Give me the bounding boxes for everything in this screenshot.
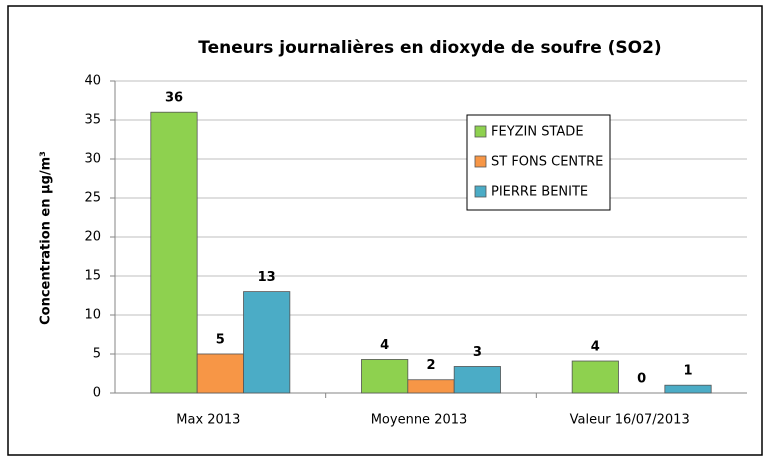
bar — [243, 291, 291, 394]
y-tick-label: 5 — [93, 347, 101, 362]
chart-title: Teneurs journalières en dioxyde de soufr… — [198, 38, 661, 58]
legend-box — [466, 114, 611, 211]
value-label: 36 — [165, 91, 183, 106]
legend-label: PIERRE BENITE — [491, 185, 588, 200]
legend-swatch — [474, 155, 487, 168]
value-label: 3 — [473, 345, 482, 360]
y-tick-label: 30 — [84, 152, 101, 167]
y-tick-label: 20 — [84, 230, 101, 245]
bar — [571, 360, 619, 394]
y-axis-label: Concentration en µg/m³ — [39, 151, 54, 325]
value-label: 4 — [380, 338, 389, 353]
value-label: 13 — [258, 270, 276, 285]
bar — [407, 379, 455, 394]
bar — [150, 111, 198, 394]
y-tick-label: 40 — [84, 74, 101, 89]
value-label: 2 — [426, 358, 435, 373]
x-tick-label: Moyenne 2013 — [371, 413, 468, 428]
x-tick-label: Max 2013 — [176, 413, 240, 428]
y-tick-label: 35 — [84, 113, 101, 128]
value-label: 1 — [683, 364, 692, 379]
bar — [361, 359, 409, 394]
x-tick-label: Valeur 16/07/2013 — [570, 413, 690, 428]
y-tick-label: 0 — [93, 386, 101, 401]
value-label: 0 — [637, 372, 646, 387]
legend-label: ST FONS CENTRE — [491, 155, 603, 170]
value-label: 5 — [216, 333, 225, 348]
y-tick-label: 15 — [84, 269, 101, 284]
bar — [196, 353, 244, 394]
legend-label: FEYZIN STADE — [491, 125, 584, 140]
legend-swatch — [474, 125, 487, 138]
bar — [453, 366, 501, 394]
y-tick-label: 10 — [84, 308, 101, 323]
legend-swatch — [474, 185, 487, 198]
value-label: 4 — [591, 340, 600, 355]
y-tick-label: 25 — [84, 191, 101, 206]
bar — [664, 384, 712, 394]
